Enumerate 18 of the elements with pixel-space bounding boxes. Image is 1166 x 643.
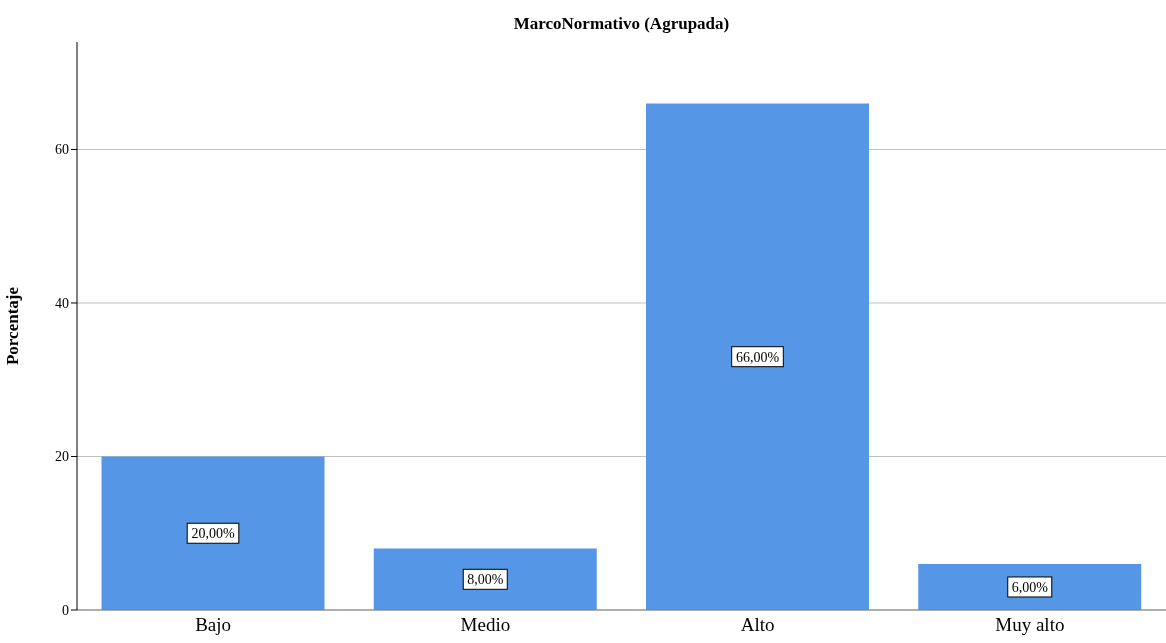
- y-tick-label: 0: [62, 602, 69, 618]
- x-tick-label: Bajo: [195, 614, 232, 636]
- chart-title: MarcoNormativo (Agrupada): [512, 14, 731, 34]
- data-label: 8,00%: [467, 572, 504, 588]
- y-tick-label: 60: [55, 142, 69, 158]
- data-label: 66,00%: [735, 349, 780, 365]
- bar: [101, 456, 325, 610]
- data-label: 6,00%: [1011, 579, 1049, 595]
- bar: [646, 103, 869, 610]
- data-label: 20,00%: [191, 526, 235, 542]
- x-tick-label: Medio: [460, 614, 511, 636]
- x-tick-label: Muy alto: [995, 614, 1065, 636]
- x-tick-label: Alto: [740, 614, 775, 636]
- bar: [918, 563, 1142, 610]
- y-axis-title: Porcentaje: [3, 286, 23, 366]
- y-tick-label: 40: [55, 295, 69, 311]
- y-tick-label: 20: [55, 449, 69, 465]
- bar: [373, 548, 597, 610]
